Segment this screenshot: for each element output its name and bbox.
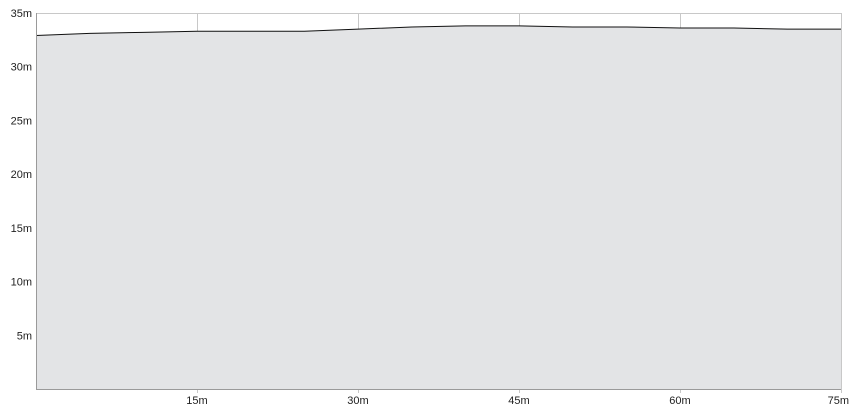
- x-tick-label: 60m: [669, 395, 690, 407]
- x-tick-label: 30m: [347, 395, 368, 407]
- y-tick-labels: 5m 10m 15m 20m 25m 30m 35m: [11, 8, 32, 342]
- x-tick-label: 75m: [828, 395, 849, 407]
- y-tick-label: 10m: [11, 277, 32, 289]
- axes: [36, 13, 841, 390]
- y-tick-label: 5m: [17, 330, 32, 342]
- x-tick-label: 15m: [186, 395, 207, 407]
- y-tick-label: 20m: [11, 169, 32, 181]
- y-tick-label: 30m: [11, 62, 32, 74]
- area-fill: [36, 25, 841, 389]
- y-tick-label: 25m: [11, 115, 32, 127]
- y-tick-label: 15m: [11, 223, 32, 235]
- series-line: [35, 25, 841, 37]
- x-tick-label: 45m: [508, 395, 529, 407]
- x-tick-labels: 15m 30m 45m 60m 75m: [186, 395, 849, 407]
- y-tick-label: 35m: [11, 8, 32, 20]
